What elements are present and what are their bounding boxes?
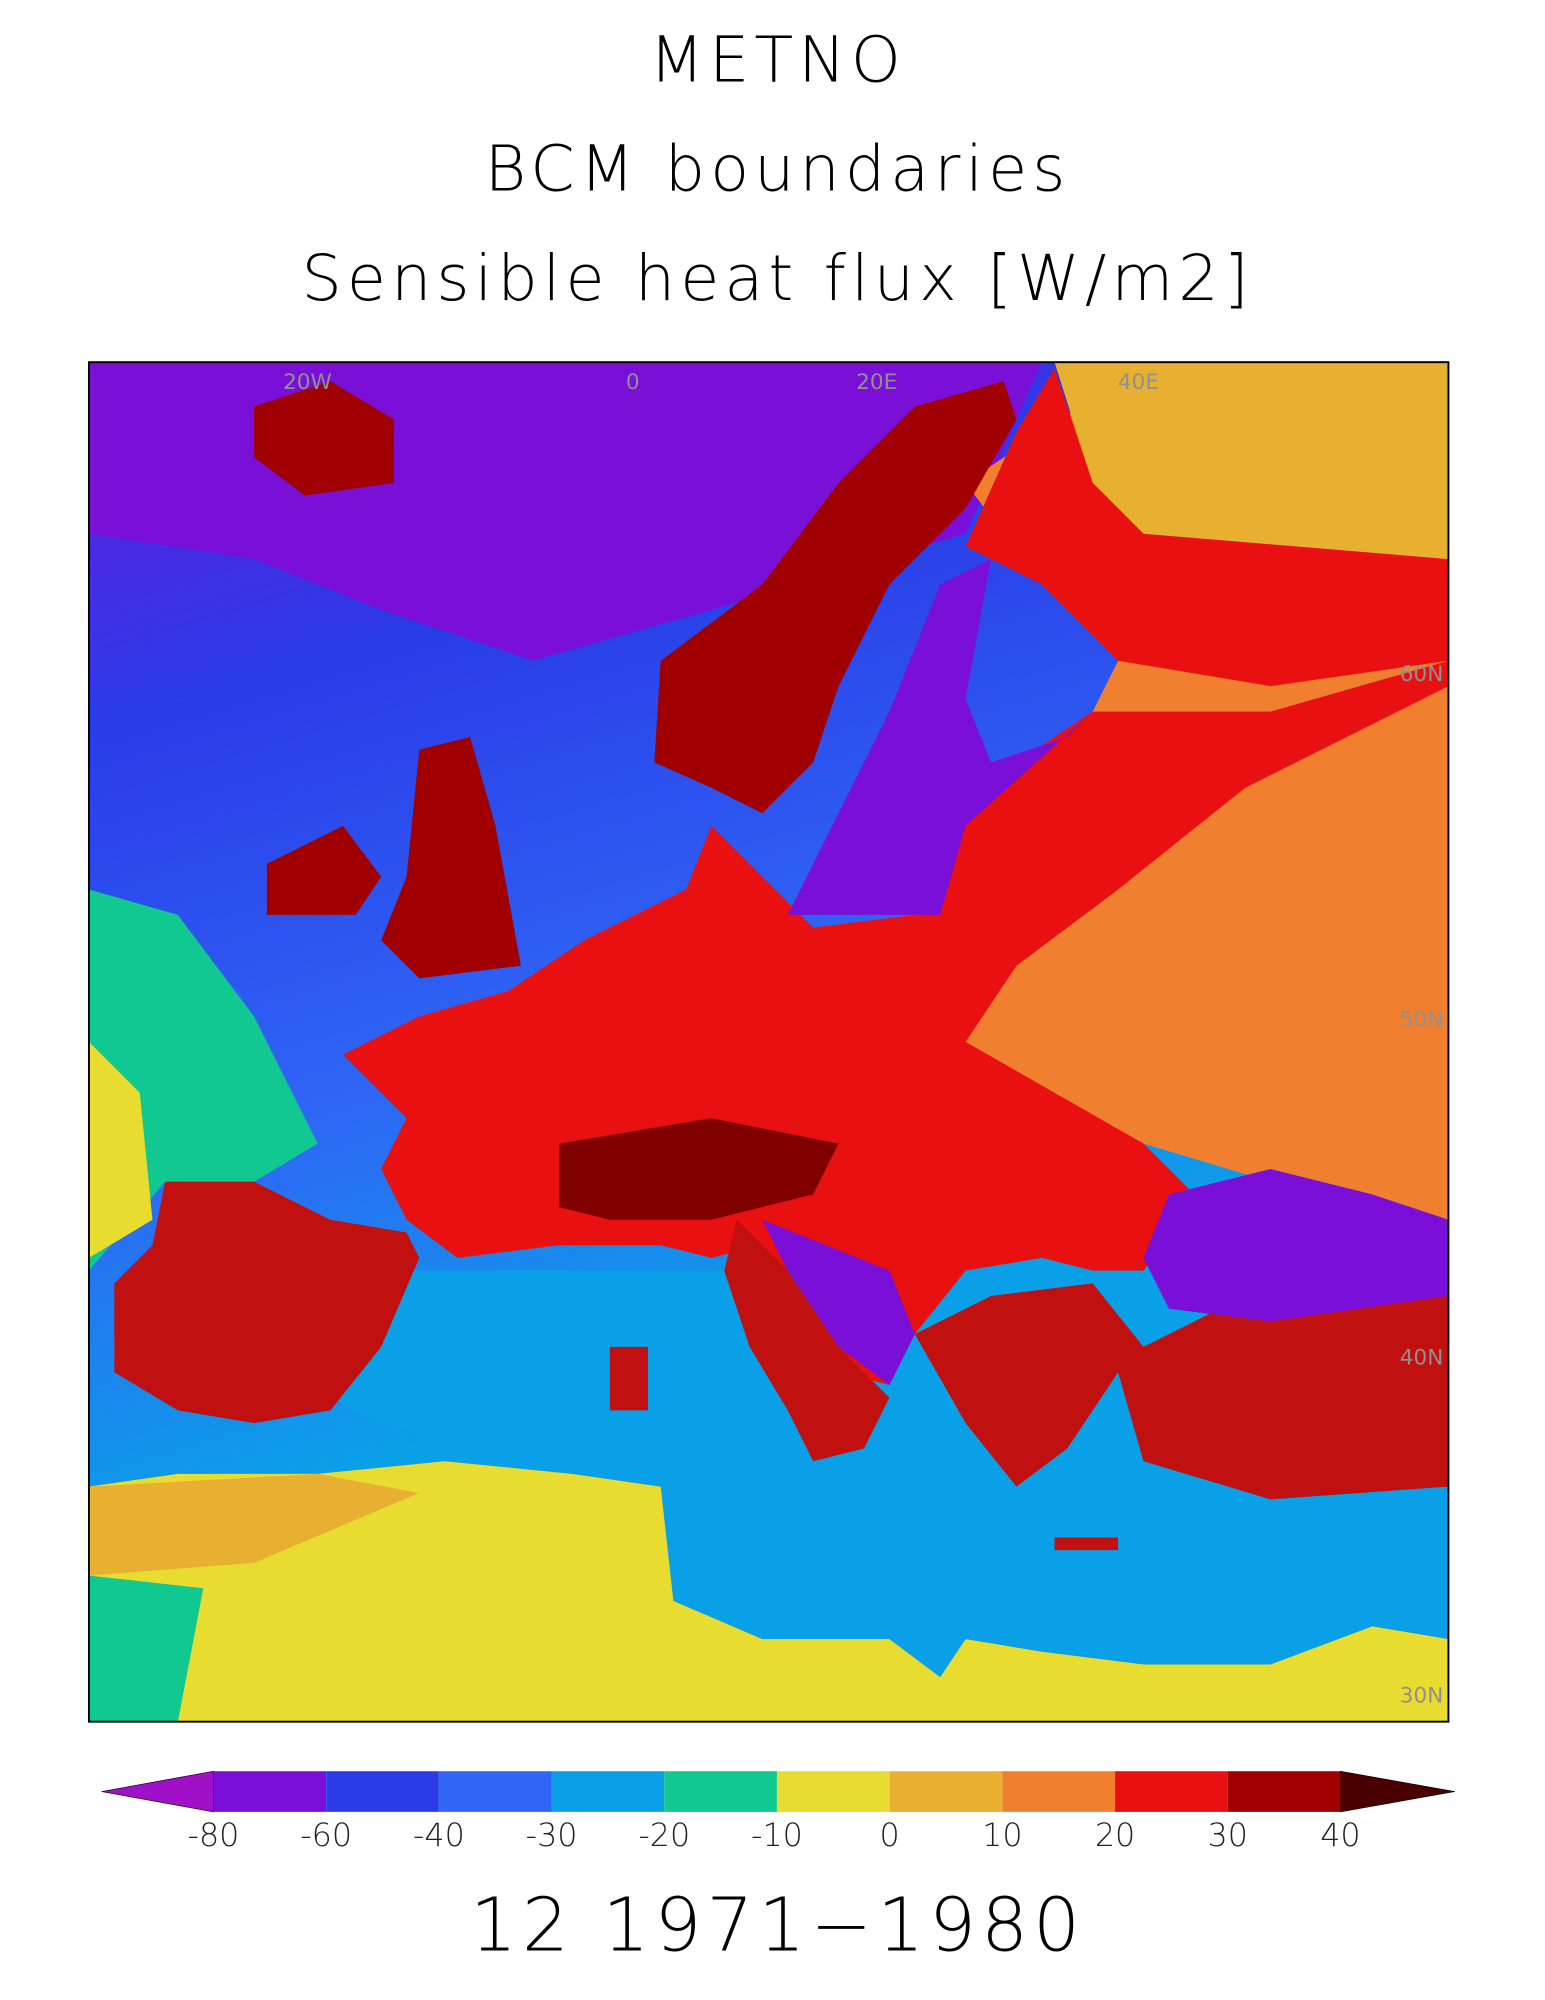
- italy: [724, 1219, 890, 1462]
- baltic-sea: [787, 559, 1093, 915]
- land-north-russia: [965, 368, 1449, 687]
- north-africa-west: [88, 1473, 420, 1576]
- colorbar-tick-label: -10: [751, 1818, 803, 1854]
- black-sea: [1143, 1168, 1449, 1322]
- balkans-turkey: [914, 1283, 1449, 1500]
- map-label: 40E: [1118, 370, 1159, 395]
- map-label: 0: [626, 370, 640, 395]
- scandinavia: [654, 381, 1017, 814]
- colorbar-tick-label: -20: [638, 1818, 690, 1854]
- map-label: 40N: [1400, 1346, 1444, 1371]
- colorbar-tick-label: 40: [1320, 1818, 1360, 1854]
- colorbar-box: [551, 1771, 665, 1812]
- colorbar-box: [1002, 1771, 1116, 1812]
- north-africa: [88, 1461, 1449, 1722]
- colorbar-tick-label: -80: [188, 1818, 240, 1854]
- colorbar-box: [1227, 1771, 1341, 1812]
- map-label: 30N: [1400, 1684, 1444, 1709]
- map-label: 60N: [1400, 662, 1444, 687]
- title-line: METNO: [649, 22, 906, 96]
- map: 20W 0 20E 40E 60N 50N 40N 30N: [87, 361, 1450, 1723]
- colorbar-box: [213, 1771, 327, 1812]
- title-line: BCM boundaries: [485, 132, 1071, 206]
- colorbar-tick-label: 30: [1208, 1818, 1248, 1854]
- map-label: 50N: [1400, 1008, 1444, 1033]
- colorbar-tick-label: 0: [880, 1818, 900, 1854]
- map-label: 20W: [283, 370, 332, 395]
- sardinia: [609, 1346, 648, 1411]
- alps: [559, 1118, 839, 1220]
- ireland: [266, 825, 382, 915]
- colorbar-tick-label: -40: [413, 1818, 465, 1854]
- colorbar-box: [664, 1771, 777, 1812]
- colorbar-tick-label: 10: [982, 1818, 1022, 1854]
- iberia: [114, 1181, 420, 1424]
- colorbar-box: [326, 1771, 439, 1812]
- crete: [1054, 1537, 1119, 1551]
- sahara-west: [88, 1575, 204, 1722]
- colorbar-box: [776, 1771, 890, 1812]
- adriatic: [762, 1219, 915, 1385]
- map-frame: [87, 361, 1450, 1723]
- land-northeast: [1054, 362, 1449, 572]
- colorbar-under: [101, 1770, 214, 1813]
- footer: 12 1971−1980: [470, 1883, 1085, 1968]
- map-label: 20E: [856, 370, 897, 395]
- colorbar-tick-label: 20: [1095, 1818, 1135, 1854]
- colorbar-box: [1115, 1771, 1228, 1812]
- ocean-west-warm: [88, 1041, 153, 1258]
- colorbar-tick-label: -30: [526, 1818, 578, 1854]
- iceland: [254, 381, 394, 496]
- colorbar-box: [889, 1771, 1003, 1812]
- colorbar-tick-label: -60: [300, 1818, 352, 1854]
- colorbar-over: [1340, 1770, 1455, 1813]
- title-line: Sensible heat flux [W/m2]: [302, 241, 1254, 315]
- colorbar-box: [438, 1771, 552, 1812]
- britain: [381, 736, 521, 979]
- colorbar: -80 -60 -40 -30 -20 -10 0 10 20 30 40: [101, 1770, 1455, 1854]
